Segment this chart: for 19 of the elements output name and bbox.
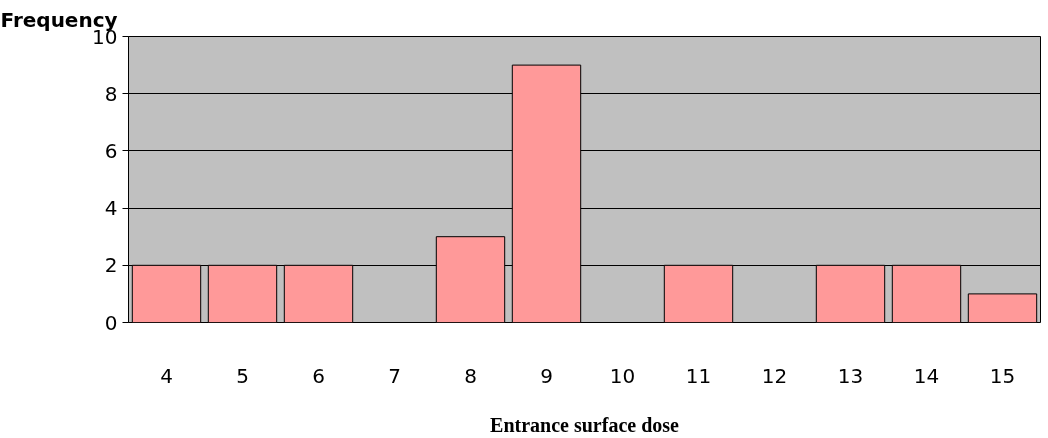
- y-tick-label: 6: [104, 138, 118, 163]
- y-tick-label: 4: [104, 196, 118, 221]
- x-tick-label: 10: [609, 363, 636, 388]
- y-tick-label: 8: [104, 81, 118, 106]
- x-tick-label: 4: [160, 363, 173, 388]
- x-tick-label: 5: [236, 363, 249, 388]
- x-tick-label: 9: [540, 363, 553, 388]
- y-tick-label: 2: [104, 253, 118, 278]
- x-tick-label: 7: [388, 363, 401, 388]
- y-tick-label: 0: [104, 310, 118, 335]
- x-tick-label: 12: [761, 363, 788, 388]
- bar: [967, 293, 1038, 323]
- x-tick-label: 8: [464, 363, 477, 388]
- x-tick-label: 13: [837, 363, 864, 388]
- x-tick-label: 14: [913, 363, 940, 388]
- x-tick-label: 11: [685, 363, 712, 388]
- x-tick-label: 6: [312, 363, 325, 388]
- x-tick-label: 15: [989, 363, 1016, 388]
- x-axis-title: Entrance surface dose: [490, 413, 680, 436]
